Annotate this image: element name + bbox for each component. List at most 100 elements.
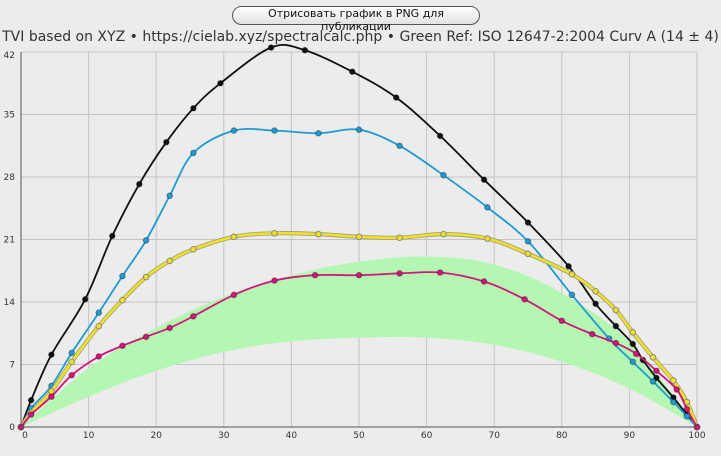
data-point <box>311 271 319 279</box>
data-point <box>271 127 278 134</box>
data-point <box>355 233 363 241</box>
chart-title: TVI based on XYZ • https://cielab.xyz/sp… <box>2 29 719 45</box>
data-point <box>673 386 681 393</box>
data-point <box>396 142 403 150</box>
data-point <box>649 378 657 385</box>
data-point <box>436 132 444 140</box>
y-tick-label: 35 <box>4 111 15 121</box>
data-point <box>95 309 103 317</box>
data-point <box>480 278 488 285</box>
data-point <box>653 367 660 375</box>
data-point <box>95 353 103 360</box>
data-point <box>81 296 89 303</box>
data-point <box>230 291 238 299</box>
data-point <box>68 349 75 357</box>
data-point <box>27 411 35 418</box>
data-point <box>142 333 150 341</box>
data-point <box>524 219 532 226</box>
series-4 <box>17 269 701 431</box>
x-tick-label: 50 <box>353 431 365 441</box>
data-point <box>136 180 143 188</box>
x-tick-label: 20 <box>150 431 162 441</box>
data-point <box>392 94 400 101</box>
data-point <box>568 291 576 299</box>
data-point <box>355 271 363 279</box>
data-point <box>166 192 174 200</box>
data-point <box>440 171 447 179</box>
x-tick-label: 70 <box>488 431 500 441</box>
data-point <box>558 317 566 325</box>
data-point <box>271 229 278 237</box>
data-point <box>48 387 55 395</box>
data-point <box>190 149 197 157</box>
data-point <box>142 237 150 244</box>
data-point <box>217 79 224 87</box>
reference-band-area <box>21 256 697 427</box>
data-point <box>629 340 637 348</box>
data-point <box>612 322 620 330</box>
data-point <box>649 354 657 361</box>
data-point <box>95 322 103 330</box>
data-point <box>629 329 637 336</box>
data-point <box>396 270 403 277</box>
data-point <box>484 204 491 211</box>
data-point <box>683 405 691 413</box>
data-point <box>190 104 197 112</box>
data-point <box>396 234 403 242</box>
data-point <box>315 230 322 238</box>
data-point <box>190 312 197 320</box>
data-point <box>119 272 126 280</box>
data-point <box>166 257 174 265</box>
export-png-button[interactable]: Отрисовать график в PNG для публикации <box>232 6 480 33</box>
data-point <box>68 358 75 366</box>
data-point <box>565 262 572 270</box>
data-point <box>119 342 126 350</box>
data-point <box>653 374 660 382</box>
axes: 0 10 20 30 40 50 60 70 80 90 100 0 7 14 21 28 35 42 <box>4 51 706 441</box>
data-point <box>670 398 677 406</box>
data-point <box>119 296 126 304</box>
data-point <box>568 271 576 278</box>
data-point <box>683 412 691 420</box>
series-layer <box>17 43 701 431</box>
data-point <box>524 250 532 258</box>
data-point <box>629 358 637 366</box>
data-point <box>632 350 640 358</box>
data-point <box>436 269 444 276</box>
data-point <box>670 377 677 384</box>
data-point <box>348 68 356 75</box>
data-point <box>301 46 309 54</box>
data-point <box>27 396 35 404</box>
x-tick-label: 100 <box>688 431 705 441</box>
x-tick-label: 90 <box>624 431 636 441</box>
y-tick-label: 28 <box>4 173 16 183</box>
data-point <box>521 296 528 303</box>
data-point <box>108 232 116 240</box>
x-tick-label: 80 <box>556 431 568 441</box>
data-point <box>484 235 491 242</box>
data-point <box>48 393 55 400</box>
data-point <box>355 126 363 133</box>
data-point <box>480 176 488 183</box>
data-point <box>588 330 596 338</box>
data-point <box>612 306 620 314</box>
data-point <box>68 371 75 379</box>
y-tick-label: 7 <box>9 361 15 371</box>
x-tick-label: 40 <box>286 431 298 441</box>
y-tick-label: 0 <box>9 423 15 433</box>
y-tick-label: 21 <box>4 236 15 246</box>
x-tick-label: 30 <box>218 431 230 441</box>
data-point <box>612 339 620 347</box>
data-point <box>230 233 238 241</box>
x-tick-label: 0 <box>22 431 28 441</box>
data-point <box>163 138 170 146</box>
data-point <box>524 237 532 245</box>
data-point <box>166 324 174 332</box>
x-tick-label: 60 <box>421 431 433 441</box>
y-tick-label: 42 <box>4 51 15 61</box>
data-point <box>190 246 197 253</box>
data-point <box>440 230 447 238</box>
data-point <box>48 351 55 358</box>
data-point <box>592 300 599 308</box>
